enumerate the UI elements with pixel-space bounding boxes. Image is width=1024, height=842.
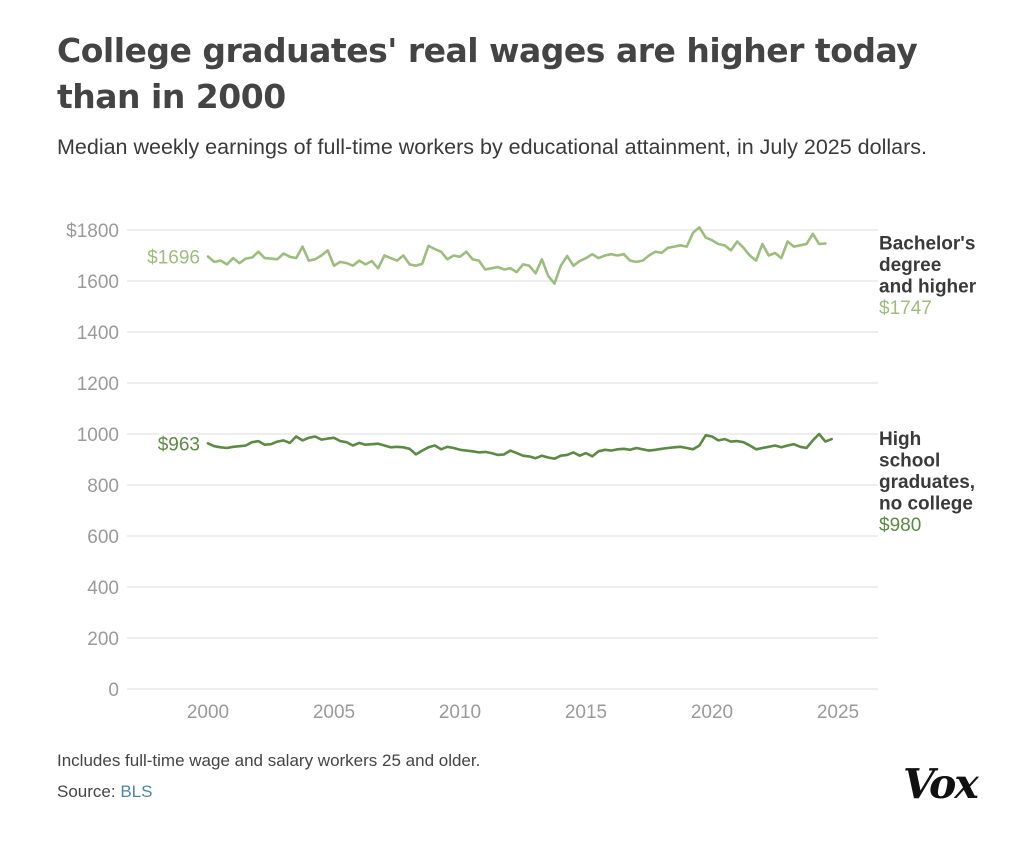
y-tick-label-1600: 1600 xyxy=(77,272,119,293)
y-tick-label-1200: 1200 xyxy=(77,374,119,395)
y-axis-tick-labels: 0 200 400 600 800 1000 1200 1400 1600 $1800 xyxy=(66,221,119,701)
series-name-label-bachelor-0: Bachelor's xyxy=(879,234,975,255)
series-name-label-bachelor-2: and higher xyxy=(879,277,977,298)
x-tick-label-2010: 2010 xyxy=(439,702,481,723)
gridlines xyxy=(127,229,878,690)
x-tick-label-2005: 2005 xyxy=(313,702,355,723)
start-value-label-bachelor: $1696 xyxy=(147,248,200,269)
y-tick-label-400: 400 xyxy=(87,578,119,599)
series-lines xyxy=(206,226,834,461)
source-prefix: Source: xyxy=(57,782,121,801)
series-name-label-highschool-1: school xyxy=(879,451,940,472)
end-value-label-bachelor: $1747 xyxy=(879,298,932,319)
chart-footnote: Includes full-time wage and salary worke… xyxy=(57,751,481,770)
chart-title: College graduates' real wages are higher… xyxy=(57,31,918,116)
y-tick-label-800: 800 xyxy=(87,476,119,497)
series-name-label-highschool-2: graduates, xyxy=(879,472,975,493)
chart-source: Source: BLS xyxy=(57,782,152,802)
y-tick-label-1000: 1000 xyxy=(77,425,119,446)
y-tick-label-0: 0 xyxy=(108,680,119,701)
series-line-bachelor xyxy=(206,226,827,285)
series-name-label-highschool-3: no college xyxy=(879,494,973,515)
x-tick-label-2015: 2015 xyxy=(565,702,607,723)
x-tick-label-2020: 2020 xyxy=(691,702,733,723)
chart-subtitle: Median weekly earnings of full-time work… xyxy=(57,135,927,159)
series-line-highschool xyxy=(206,432,834,461)
y-tick-label-200: 200 xyxy=(87,629,119,650)
y-tick-label-1400: 1400 xyxy=(77,323,119,344)
source-link[interactable]: BLS xyxy=(120,782,153,801)
start-value-label-highschool: $963 xyxy=(158,434,200,455)
x-tick-label-2000: 2000 xyxy=(187,702,229,723)
y-tick-label-1800: $1800 xyxy=(66,221,119,242)
x-tick-label-2025: 2025 xyxy=(817,702,859,723)
series-name-label-bachelor-1: degree xyxy=(879,255,941,276)
end-value-label-highschool: $980 xyxy=(879,515,921,536)
vox-logo: Vox xyxy=(903,760,979,808)
x-axis-tick-labels: 2000 2005 2010 2015 2020 2025 xyxy=(187,702,859,723)
y-tick-label-600: 600 xyxy=(87,527,119,548)
series-name-label-highschool-0: High xyxy=(879,429,921,450)
